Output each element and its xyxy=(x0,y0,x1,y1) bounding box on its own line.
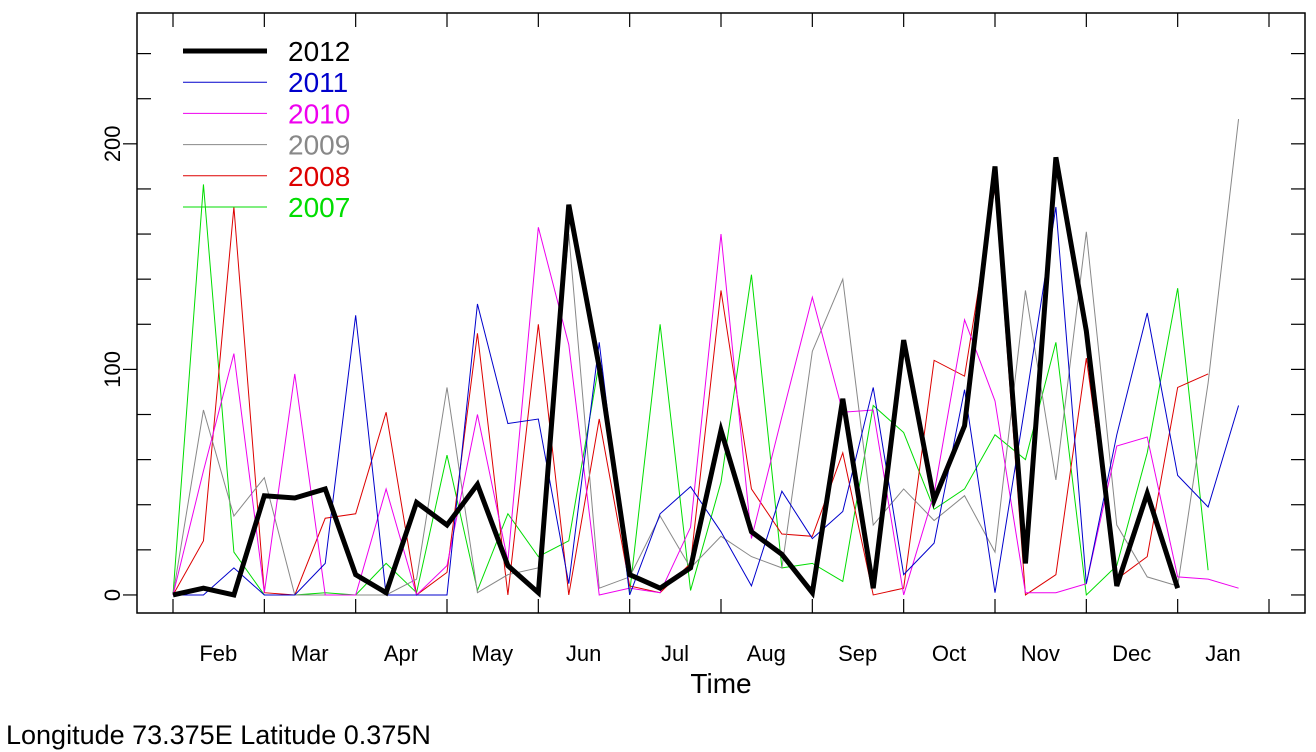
series-line-2010 xyxy=(172,227,1239,596)
series-lines xyxy=(172,118,1240,599)
series-line-2012 xyxy=(172,156,1181,599)
legend-label-2011: 2011 xyxy=(288,67,348,98)
x-tick-label: Sep xyxy=(838,641,877,666)
series-line-2008 xyxy=(172,186,1209,596)
x-tick-label: Aug xyxy=(747,641,786,666)
legend-label-2010: 2010 xyxy=(288,98,350,129)
x-tick-label: Jan xyxy=(1205,641,1240,666)
x-tick-label: May xyxy=(472,641,514,666)
legend-label-2009: 2009 xyxy=(288,130,350,161)
x-axis-title: Time xyxy=(690,668,751,699)
y-tick-label: 200 xyxy=(100,125,125,162)
legend-label-2007: 2007 xyxy=(288,192,350,223)
x-tick-label: Jul xyxy=(661,641,689,666)
location-caption: Longitude 73.375E Latitude 0.375N xyxy=(6,720,431,750)
x-tick-label: Feb xyxy=(199,641,237,666)
y-tick-label: 0 xyxy=(100,589,125,601)
x-tick-label: Jun xyxy=(566,641,601,666)
line-chart: 0 100 200 Feb Mar Apr May Jun Jul Aug Sep Oct Nov Dec… xyxy=(100,12,1306,699)
legend-label-2012: 2012 xyxy=(288,36,350,67)
x-tick-label: Apr xyxy=(384,641,418,666)
y-tick-label: 100 xyxy=(100,351,125,388)
x-tick-label: Nov xyxy=(1021,641,1060,666)
legend-label-2008: 2008 xyxy=(288,161,350,192)
x-tick-label: Dec xyxy=(1112,641,1151,666)
axis-ticks: 0 100 200 Feb Mar Apr May Jun Jul Aug Sep Oct Nov Dec… xyxy=(100,13,1305,666)
x-tick-label: Oct xyxy=(932,641,966,666)
series-line-2007 xyxy=(172,184,1209,597)
x-tick-label: Mar xyxy=(291,641,329,666)
